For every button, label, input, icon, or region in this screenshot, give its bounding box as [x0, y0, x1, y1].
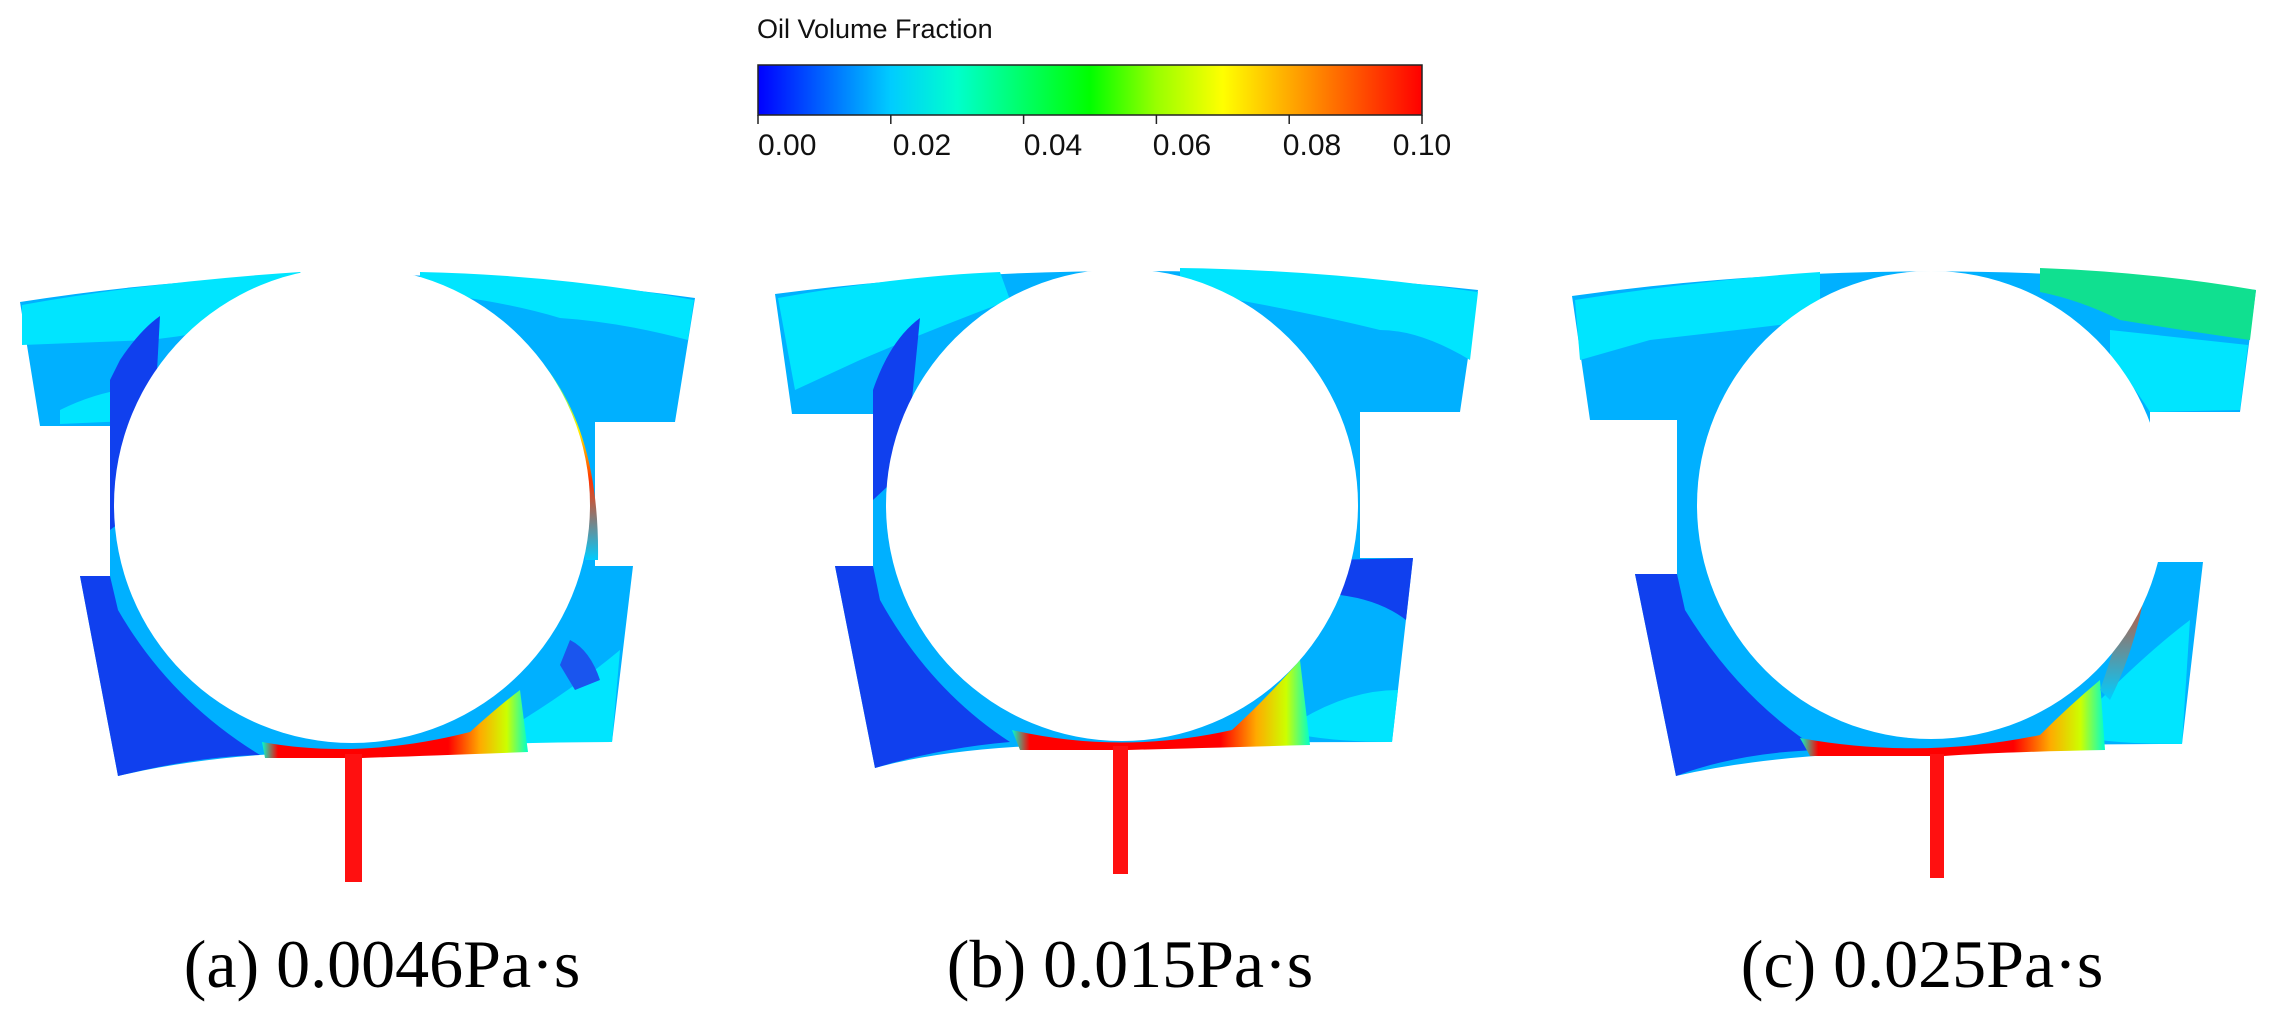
colorbar-tick-label: 0.08: [1283, 129, 1341, 162]
panel-caption: (b) 0.015Pa·s: [947, 926, 1313, 1002]
contour-region: [262, 690, 528, 758]
colorbar-gradient: [757, 64, 1423, 116]
panel-caption: (c) 0.025Pa·s: [1741, 926, 2104, 1002]
oil-inlet-port: [1930, 754, 1944, 878]
rotor-cavity: [114, 267, 590, 743]
contour-region: [1180, 268, 1478, 360]
oil-inlet-port: [345, 754, 362, 882]
contour-region: [2040, 268, 2256, 340]
contour-region: [420, 272, 694, 340]
oil-inlet-port: [1113, 746, 1128, 874]
contour-region: [2100, 620, 2190, 744]
colorbar-tick-label: 0.00: [758, 129, 816, 162]
panel-caption: (a) 0.0046Pa·s: [184, 926, 581, 1002]
contour-region: [560, 640, 600, 690]
contour-region: [835, 566, 1010, 768]
colorbar-tick-labels: 0.00 0.02 0.04 0.06 0.08 0.10: [758, 129, 1451, 162]
colorbar-tick-label: 0.10: [1393, 129, 1451, 162]
contour-region: [1635, 574, 1820, 776]
colorbar-title: Oil Volume Fraction: [757, 14, 993, 44]
contour-region: [1300, 690, 1398, 742]
contour-region: [80, 576, 260, 776]
rotor-cavity: [886, 269, 1358, 741]
contour-region: [873, 318, 920, 500]
colorbar-ticks: [757, 115, 1423, 124]
contour-region: [1012, 660, 1310, 750]
contour-panel-c: (c) 0.025Pa·s: [1572, 268, 2256, 1002]
rotor-cavity: [1697, 271, 2165, 739]
colorbar-tick-label: 0.04: [1024, 129, 1082, 162]
contour-region: [778, 272, 1010, 390]
contour-panel-a: (a) 0.0046Pa·s: [20, 267, 695, 1002]
colorbar: Oil Volume Fraction 0.00 0.02 0.04 0.06 …: [757, 14, 1451, 162]
contour-region: [1330, 558, 1413, 620]
contour-region: [480, 650, 620, 745]
contour-region: [1575, 272, 1820, 360]
colorbar-tick-label: 0.02: [893, 129, 951, 162]
contour-region: [2110, 330, 2248, 412]
contour-region: [1800, 680, 2105, 756]
contour-panel-b: (b) 0.015Pa·s: [775, 268, 1478, 1002]
colorbar-tick-label: 0.06: [1153, 129, 1211, 162]
